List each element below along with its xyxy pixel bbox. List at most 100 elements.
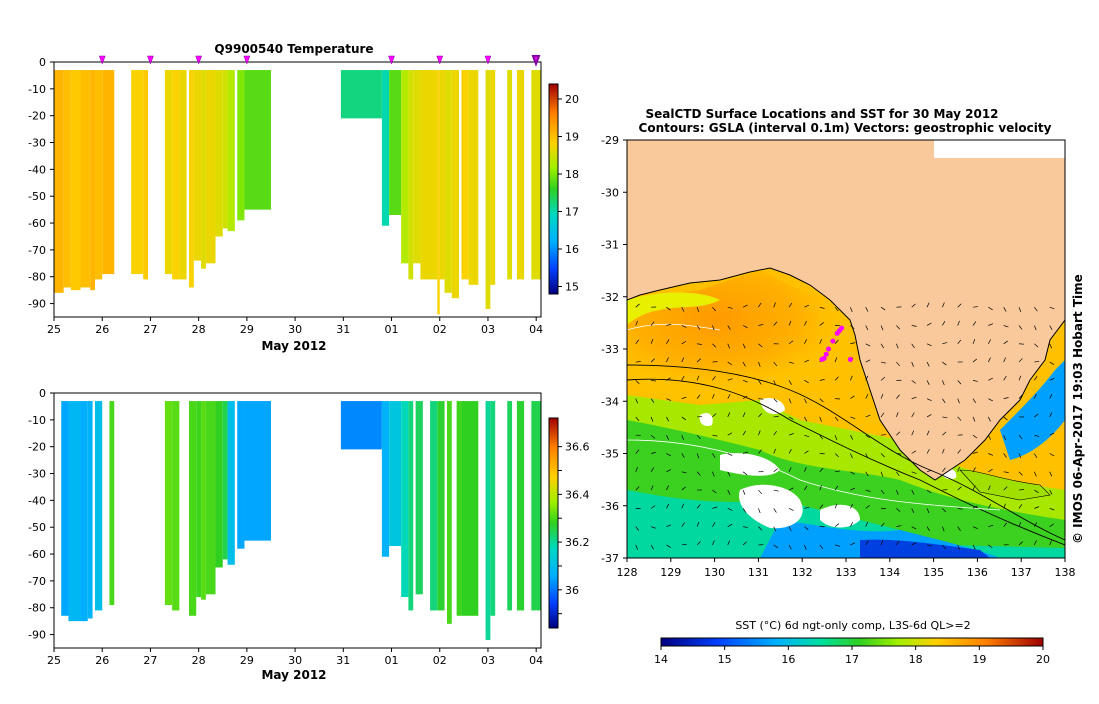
profile-marker xyxy=(147,56,153,64)
profile-bar xyxy=(408,70,413,279)
profile-marker xyxy=(485,56,491,64)
map-latitude-axis: -29-30-31-32-33-34-35-36-37 xyxy=(601,134,627,565)
profile-bar xyxy=(194,70,201,261)
profile-bar xyxy=(206,70,216,263)
y-tick-label: -40 xyxy=(28,163,46,176)
profile-bar xyxy=(223,70,228,228)
profile-bar xyxy=(437,401,444,610)
lon-tick-label: 129 xyxy=(660,566,681,579)
profile-bar xyxy=(179,70,186,279)
x-tick-label: 27 xyxy=(143,323,157,336)
y-tick-label: 0 xyxy=(39,56,46,69)
y-tick-label: -90 xyxy=(28,629,46,642)
x-tick-label: 25 xyxy=(47,654,61,667)
x-tick-label: 04 xyxy=(529,654,543,667)
sst-colorbar-tick-label: 20 xyxy=(1036,653,1050,666)
profile-bar xyxy=(507,401,512,610)
profile-bar xyxy=(341,70,382,118)
profile-bar xyxy=(461,70,468,279)
lon-tick-label: 128 xyxy=(617,566,638,579)
x-tick-label: 02 xyxy=(433,654,447,667)
salinity-profiles xyxy=(61,401,541,640)
x-tick-label: 01 xyxy=(385,323,399,336)
profile-bar xyxy=(64,70,71,287)
colorbar-tick-label: 18 xyxy=(565,168,579,181)
profile-bar xyxy=(389,401,401,546)
lon-tick-label: 136 xyxy=(967,566,988,579)
profile-bar xyxy=(401,70,408,263)
profile-bar xyxy=(71,70,81,290)
lat-tick-label: -32 xyxy=(601,291,619,304)
profile-bar xyxy=(165,70,172,274)
profile-bar xyxy=(401,401,408,597)
profile-bar xyxy=(416,401,423,594)
x-tick-label: 27 xyxy=(143,654,157,667)
profile-bar xyxy=(228,401,235,565)
lat-tick-label: -30 xyxy=(601,186,619,199)
profile-bar xyxy=(88,401,93,618)
seal-location-marker xyxy=(824,352,829,357)
y-tick-label: -90 xyxy=(28,298,46,311)
profile-markers xyxy=(99,56,539,64)
profile-bar xyxy=(517,401,524,610)
profile-bar xyxy=(437,70,439,314)
x-tick-label: 31 xyxy=(336,654,350,667)
sst-colorbar-tick-label: 16 xyxy=(781,653,795,666)
x-tick-label: 28 xyxy=(192,654,206,667)
profile-bar xyxy=(420,70,437,279)
profile-bar xyxy=(447,401,452,624)
profile-bar xyxy=(531,401,541,610)
colorbar-tick-label: 36 xyxy=(565,584,579,597)
profile-marker xyxy=(389,56,395,64)
sst-colorbar-tick-label: 14 xyxy=(654,653,668,666)
lon-tick-label: 135 xyxy=(923,566,944,579)
profile-bar xyxy=(172,401,179,610)
x-tick-label: 03 xyxy=(481,323,495,336)
lat-tick-label: -33 xyxy=(601,343,619,356)
profile-bar xyxy=(201,70,206,269)
lon-tick-label: 132 xyxy=(792,566,813,579)
lat-tick-label: -31 xyxy=(601,239,619,252)
profile-marker xyxy=(196,56,202,64)
profile-bar xyxy=(206,401,216,594)
profile-bar xyxy=(54,70,64,293)
profile-bar xyxy=(237,70,244,220)
x-tick-label: 26 xyxy=(95,654,109,667)
profile-bar xyxy=(90,70,95,290)
profile-bar xyxy=(486,401,491,640)
profile-marker xyxy=(533,56,539,64)
y-tick-label: -40 xyxy=(28,494,46,507)
profile-bar xyxy=(382,70,389,226)
y-tick-label: -60 xyxy=(28,548,46,561)
profile-bar xyxy=(189,70,194,287)
y-tick-label: -50 xyxy=(28,190,46,203)
lat-tick-label: -37 xyxy=(601,552,619,565)
x-tick-label: 30 xyxy=(288,654,302,667)
temperature-xlabel: May 2012 xyxy=(261,339,326,353)
profile-bar xyxy=(490,401,495,616)
x-tick-label: 29 xyxy=(240,654,254,667)
profile-bar xyxy=(457,401,462,616)
no-data-region xyxy=(934,140,1065,158)
profile-bar xyxy=(469,70,479,285)
profile-bar xyxy=(172,70,179,279)
profile-bar xyxy=(61,401,68,616)
profile-bar xyxy=(440,70,445,279)
x-tick-label: 26 xyxy=(95,323,109,336)
salinity-xlabel: May 2012 xyxy=(261,668,326,682)
x-tick-label: 29 xyxy=(240,323,254,336)
temperature-section-panel: Q9900540 Temperature 0-10-20-30-40-50-60… xyxy=(28,42,579,353)
lat-tick-label: -29 xyxy=(601,134,619,147)
y-tick-label: -10 xyxy=(28,83,46,96)
y-tick-label: -50 xyxy=(28,521,46,534)
y-tick-label: -20 xyxy=(28,441,46,454)
temperature-colorbar xyxy=(549,84,558,294)
lon-tick-label: 131 xyxy=(748,566,769,579)
x-tick-label: 30 xyxy=(288,323,302,336)
y-tick-label: -10 xyxy=(28,414,46,427)
x-tick-label: 25 xyxy=(47,323,61,336)
